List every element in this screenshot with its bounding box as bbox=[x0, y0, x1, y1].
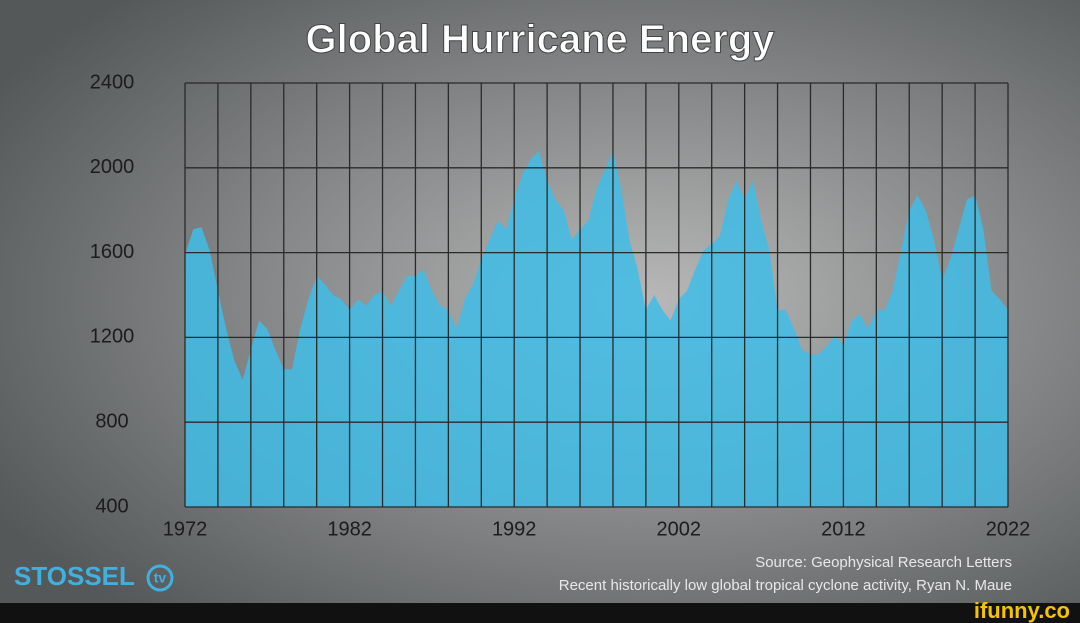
x-tick-label: 2002 bbox=[657, 518, 702, 540]
area bbox=[185, 150, 1008, 507]
watermark: ifunny.co bbox=[974, 598, 1070, 623]
y-tick-label: 2400 bbox=[90, 71, 135, 93]
logo-badge-ring bbox=[146, 564, 174, 592]
y-tick-label: 800 bbox=[95, 410, 128, 432]
x-tick-label: 1972 bbox=[163, 518, 208, 540]
x-tick-label: 2012 bbox=[821, 518, 866, 540]
y-tick-label: 1600 bbox=[90, 241, 135, 263]
x-tick-label: 2022 bbox=[986, 518, 1031, 540]
y-tick-label: 2000 bbox=[90, 156, 135, 178]
x-tick-label: 1982 bbox=[327, 518, 372, 540]
logo: STOSSEL bbox=[14, 561, 135, 591]
chart-title: Global Hurricane Energy bbox=[305, 18, 775, 62]
source-detail: Recent historically low global tropical … bbox=[559, 577, 1012, 594]
y-tick-label: 1200 bbox=[90, 326, 135, 348]
x-tick-label: 1992 bbox=[492, 518, 537, 540]
source: Source: Geophysical Research Letters bbox=[755, 554, 1012, 571]
y-tick-label: 400 bbox=[95, 495, 128, 517]
logo-badge: tv bbox=[154, 570, 167, 586]
watermark-bar bbox=[0, 603, 1080, 623]
